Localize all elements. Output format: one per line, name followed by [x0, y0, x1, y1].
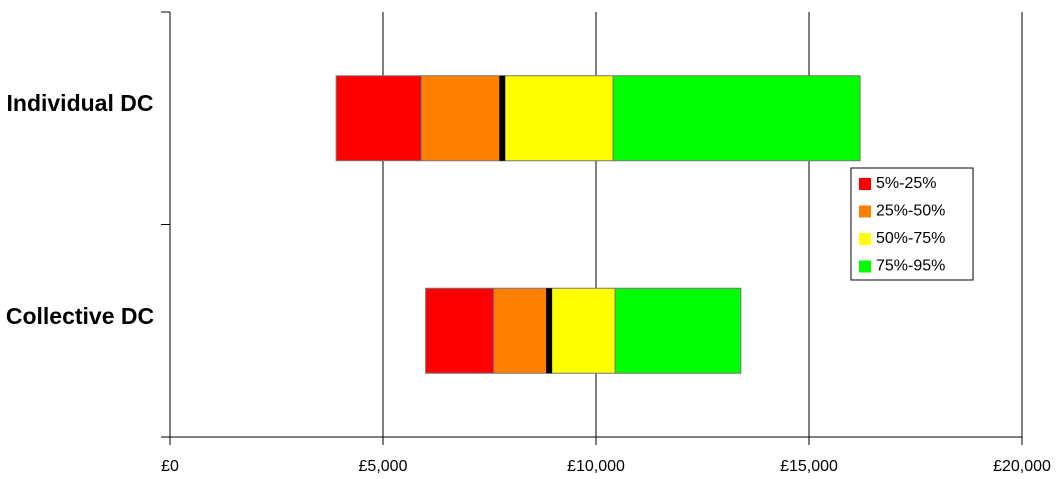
x-tick-label: £20,000: [993, 458, 1051, 475]
x-tick-label: £0: [161, 458, 179, 475]
y-tick-label: Collective DC: [5, 302, 155, 329]
legend-swatch: [859, 178, 871, 190]
bar-segment: [612, 75, 861, 162]
bar-segment: [335, 75, 422, 162]
bar-segment: [501, 75, 614, 162]
y-tick-label: Individual DC: [6, 90, 154, 117]
bar-segment: [425, 287, 495, 374]
legend-label: 50%-75%: [876, 230, 945, 247]
bar-segment: [548, 287, 616, 374]
median-marker: [546, 288, 553, 374]
legend-label: 75%-95%: [876, 258, 945, 275]
bar-segment: [493, 287, 550, 374]
legend-swatch: [859, 260, 871, 273]
median-marker: [499, 75, 506, 161]
legend-swatch: [859, 205, 871, 218]
legend-label: 25%-50%: [876, 203, 945, 220]
legend: 5%-25% 25%-50% 50%-75% 75%-95%: [850, 167, 974, 281]
x-tick-label: £10,000: [567, 458, 625, 475]
legend-swatch: [859, 233, 871, 245]
bar-segment: [420, 75, 503, 162]
legend-label: 5%-25%: [876, 175, 936, 192]
x-tick-label: £5,000: [359, 458, 408, 475]
bar-segment: [614, 287, 742, 374]
x-tick-label: £15,000: [780, 458, 838, 475]
legend-box: [850, 167, 974, 281]
